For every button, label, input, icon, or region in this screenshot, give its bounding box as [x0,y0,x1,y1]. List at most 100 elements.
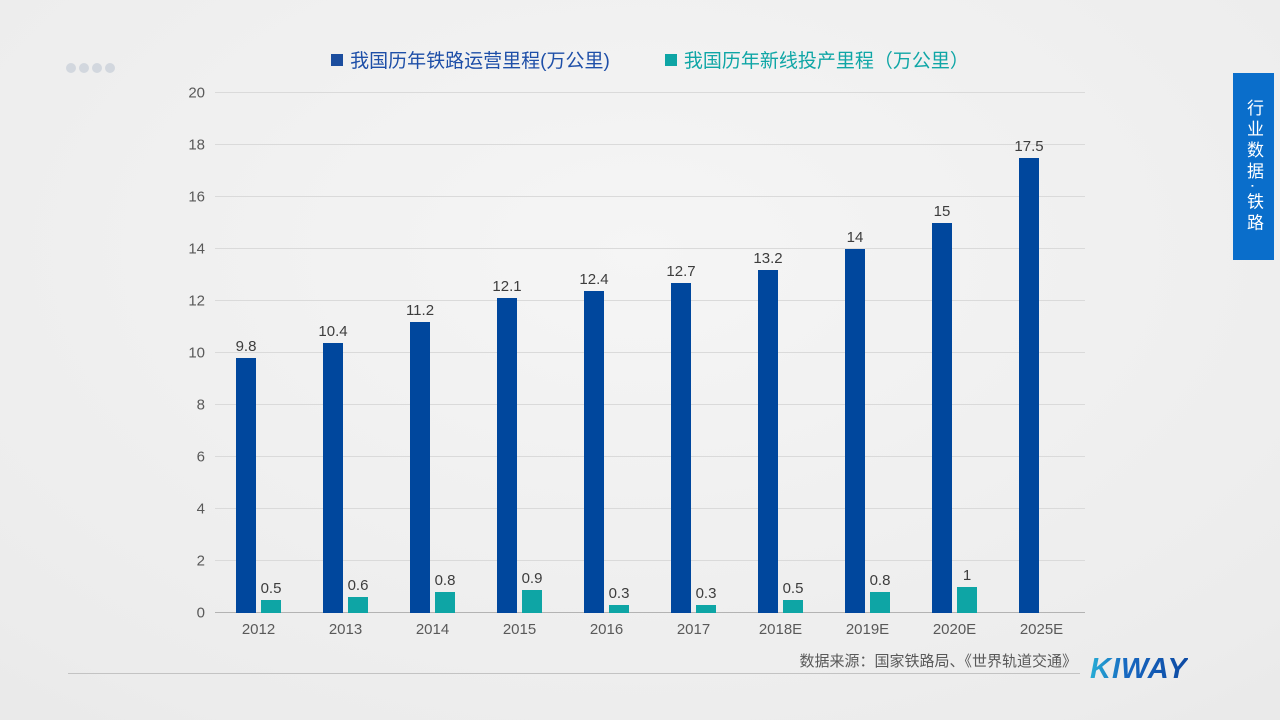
bar: 1 [957,567,977,613]
legend-item-operating-mileage: 我国历年铁路运营里程(万公里) [331,46,610,73]
bar: 17.5 [1014,138,1044,613]
bar-rect [236,358,256,613]
gridline [215,144,1085,145]
bar-rect [435,592,455,613]
bar-rect [671,282,691,613]
bar: 0.6 [348,577,368,613]
x-axis-tick-label: 2015 [502,621,537,638]
x-axis-tick-label: 2013 [328,621,363,638]
gridline [215,612,1085,613]
bars-container: 9.8 0.5 10.4 0.6 11.2 0.8 12.1 0.9 12.4 0.3 12.7 0.… [215,93,1085,613]
gridlines [215,92,1085,613]
footer-divider [68,673,1080,674]
bar-rect [845,249,865,613]
bar-rect [1019,158,1039,613]
y-axis-tick-label: 14 [188,240,205,258]
x-axis-tick-label: 2018E [758,621,803,638]
bar-rect [584,290,604,613]
bar-rect [522,589,542,613]
bar-value-label: 0.8 [869,572,891,590]
bar-value-label: 0.3 [608,585,630,603]
gridline [215,300,1085,301]
x-axis-tick-label: 2012 [241,621,276,638]
bar: 0.3 [609,585,629,613]
y-axis-tick-label: 6 [196,448,205,466]
legend-label: 我国历年铁路运营里程(万公里) [350,51,610,72]
gridline [215,508,1085,509]
bar-value-label: 11.2 [405,301,435,319]
y-axis-labels: 0 2 4 6 8 10 12 14 16 18 20 [150,85,205,622]
y-axis-tick-label: 8 [196,396,205,414]
x-axis-tick-label: 2017 [676,621,711,638]
bar-group: 12.1 0.9 [476,93,563,613]
pager-dot-icon [92,63,102,73]
bar-rect [957,587,977,613]
bar-group: 14 0.8 [824,93,911,613]
bar-rect [323,342,343,613]
side-banner: 行业数据·铁路 [1233,73,1274,260]
bar: 11.2 [406,302,434,613]
bar: 0.3 [696,585,716,613]
bar-rect [497,298,517,613]
bar: 12.7 [666,263,696,613]
bar-group: 9.8 0.5 [215,93,302,613]
bar-value-label: 10.4 [318,322,348,340]
bar-value-label: 1 [962,567,972,584]
bar-rect [609,605,629,613]
bar-value-label: 12.4 [579,270,609,288]
legend-item-new-line-mileage: 我国历年新线投产里程（万公里） [664,46,969,73]
y-axis-tick-label: 4 [196,500,205,518]
bar: 12.4 [579,271,609,613]
bar-group: 12.4 0.3 [563,93,650,613]
gridline [215,560,1085,561]
pager-dot-icon [105,63,115,73]
bar: 0.8 [870,572,890,613]
x-axis-tick-label: 2020E [932,621,977,638]
pager-dot-icon [79,63,89,73]
x-axis-labels: 2012 2013 2014 2015 2016 2017 2018E 2019E 2020E 2… [215,621,1085,638]
y-axis-tick-label: 2 [196,552,205,570]
bar: 9.8 [236,338,256,613]
bar-value-label: 14 [846,229,864,246]
bar: 0.8 [435,572,455,613]
legend-swatch-blue-icon [331,53,344,66]
bar-value-label: 12.1 [492,278,522,296]
bar: 13.2 [753,250,783,613]
y-axis-tick-label: 10 [188,344,205,362]
bar: 0.9 [522,570,542,613]
x-axis-tick-label: 2016 [589,621,624,638]
bar: 0.5 [261,580,281,613]
bar: 0.5 [783,580,803,613]
legend-label: 我国历年新线投产里程（万公里） [683,51,969,72]
bar-value-label: 0.6 [347,577,369,595]
bar-value-label: 12.7 [666,262,696,280]
bar-group: 10.4 0.6 [302,93,389,613]
y-axis-tick-label: 20 [188,84,205,102]
pager-dot-icon [66,63,76,73]
gridline [215,248,1085,249]
bar: 12.1 [492,278,522,613]
data-source-text: 数据来源：国家铁路局、《世界轨道交通》 [799,653,1077,670]
bar-rect [758,269,778,613]
bar-rect [410,321,430,613]
legend-swatch-teal-icon [664,53,677,66]
bar: 10.4 [318,323,348,613]
bar-value-label: 17.5 [1014,138,1044,155]
gridline [215,404,1085,405]
bar-value-label: 0.9 [521,569,543,587]
bar: 14 [845,229,865,613]
bar-rect [348,597,368,613]
bar-group: 13.2 0.5 [737,93,824,613]
x-axis-tick-label: 2019E [845,621,890,638]
side-banner-label: 行业数据·铁路 [1244,98,1263,235]
gridline [215,352,1085,353]
bar-value-label: 0.5 [260,580,282,597]
bar: 15 [932,203,952,613]
gridline [215,456,1085,457]
bar-rect [696,605,716,613]
bar-group: 12.7 0.3 [650,93,737,613]
bar-rect [932,223,952,613]
pager-dots [66,63,115,73]
bar-value-label: 9.8 [235,338,257,356]
